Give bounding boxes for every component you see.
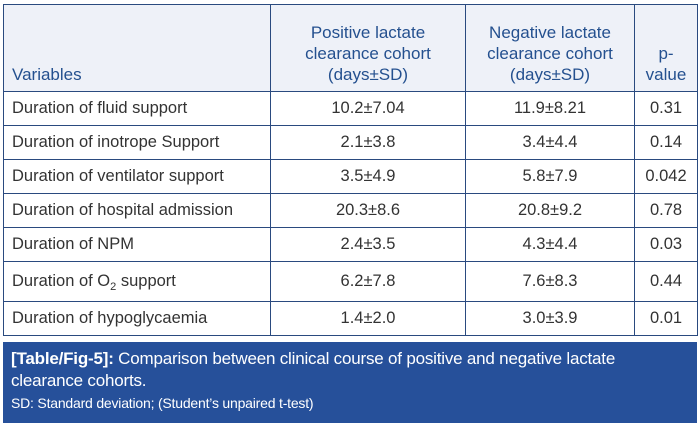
table-row: Duration of hypoglycaemia 1.4±2.0 3.0±3.… (3, 301, 698, 336)
cell-negative: 4.3±4.4 (465, 227, 635, 262)
table-caption: [Table/Fig-5]: Comparison between clinic… (3, 342, 697, 423)
header-line: (days±SD) (327, 65, 409, 84)
cell-p-value: 0.44 (634, 261, 698, 302)
cell-negative: 3.0±3.9 (465, 301, 635, 336)
header-p-value: p-value (634, 4, 698, 92)
cell-negative: 5.8±7.9 (465, 159, 635, 194)
header-line: p-value (645, 44, 687, 84)
cell-variable: Duration of fluid support (3, 91, 271, 126)
table-row: Duration of hospital admission 20.3±8.6 … (3, 193, 698, 228)
caption-note: SD: Standard deviation; (Student’s unpai… (11, 395, 314, 411)
cell-variable: Duration of ventilator support (3, 159, 271, 194)
header-line: clearance cohort (487, 44, 613, 63)
cell-positive: 3.5±4.9 (270, 159, 466, 194)
cell-p-value: 0.01 (634, 301, 698, 336)
cell-positive: 2.1±3.8 (270, 125, 466, 160)
cell-p-value: 0.31 (634, 91, 698, 126)
comparison-table: Variables Positive lactate clearance coh… (3, 4, 698, 336)
cell-positive: 6.2±7.8 (270, 261, 466, 302)
caption-text: Comparison between clinical course of po… (11, 349, 616, 390)
header-line: Positive lactate (310, 23, 426, 42)
header-line: (days±SD) (509, 65, 591, 84)
cell-positive: 1.4±2.0 (270, 301, 466, 336)
caption-title: [Table/Fig-5]: Comparison between clinic… (11, 348, 689, 392)
variable-prefix: Duration of O (12, 272, 111, 290)
cell-negative: 7.6±8.3 (465, 261, 635, 302)
table-row: Duration of ventilator support 3.5±4.9 5… (3, 159, 698, 194)
cell-positive: 10.2±7.04 (270, 91, 466, 126)
header-variables: Variables (3, 4, 271, 92)
subscript-2: 2 (110, 281, 117, 293)
cell-variable: Duration of O2 support (3, 261, 271, 302)
header-line: clearance cohort (305, 44, 431, 63)
cell-positive: 20.3±8.6 (270, 193, 466, 228)
cell-positive: 2.4±3.5 (270, 227, 466, 262)
cell-negative: 11.9±8.21 (465, 91, 635, 126)
cell-negative: 20.8±9.2 (465, 193, 635, 228)
table-row: Duration of fluid support 10.2±7.04 11.9… (3, 91, 698, 126)
cell-negative: 3.4±4.4 (465, 125, 635, 160)
cell-p-value: 0.042 (634, 159, 698, 194)
cell-variable: Duration of hypoglycaemia (3, 301, 271, 336)
header-positive-cohort: Positive lactate clearance cohort (days±… (270, 4, 466, 92)
table-row: Duration of inotrope Support 2.1±3.8 3.4… (3, 125, 698, 160)
table-row: Duration of O2 support 6.2±7.8 7.6±8.3 0… (3, 261, 698, 302)
cell-p-value: 0.14 (634, 125, 698, 160)
header-row: Variables Positive lactate clearance coh… (3, 4, 698, 92)
cell-p-value: 0.03 (634, 227, 698, 262)
cell-variable: Duration of inotrope Support (3, 125, 271, 160)
header-line: Negative lactate (489, 23, 611, 42)
data-table-container: Variables Positive lactate clearance coh… (3, 4, 698, 336)
header-line: Variables (12, 65, 82, 84)
cell-variable: Duration of hospital admission (3, 193, 271, 228)
cell-variable: Duration of NPM (3, 227, 271, 262)
caption-label: [Table/Fig-5]: (11, 349, 114, 368)
variable-suffix: support (116, 272, 176, 290)
header-negative-cohort: Negative lactate clearance cohort (days±… (465, 4, 635, 92)
cell-p-value: 0.78 (634, 193, 698, 228)
table-row: Duration of NPM 2.4±3.5 4.3±4.4 0.03 (3, 227, 698, 262)
